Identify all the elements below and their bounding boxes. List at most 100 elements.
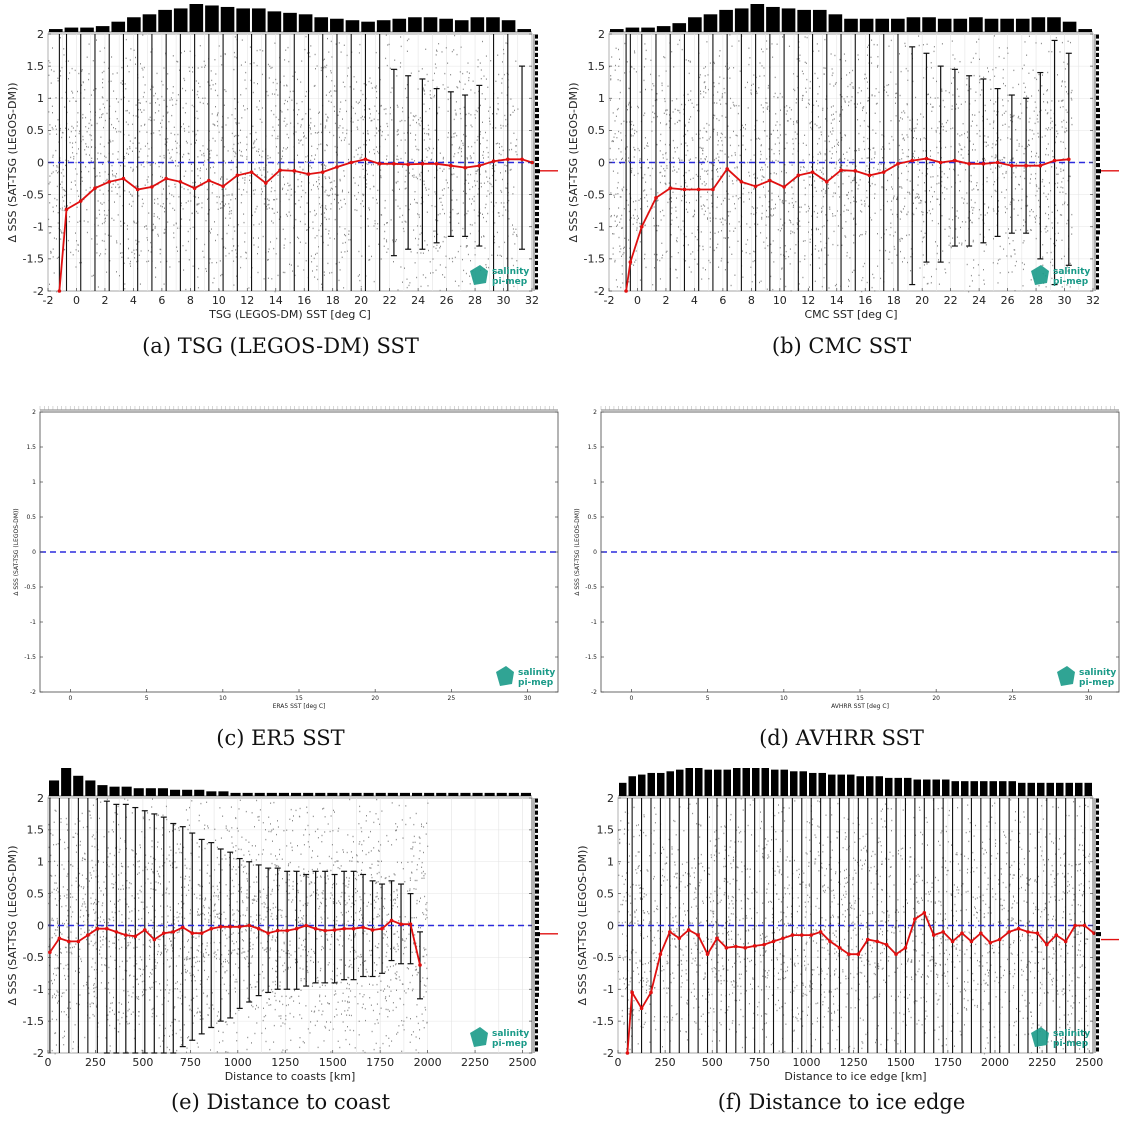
chart1-ytick-label: 2 — [598, 28, 605, 41]
chart1-hist-bar — [656, 26, 671, 32]
chart4-mean-point — [124, 933, 128, 937]
chart4-hist-bar — [412, 792, 423, 796]
chart4-mean-point — [256, 926, 261, 931]
chart0-xtick-label: 18 — [326, 294, 340, 307]
chart5-right-hist-bar — [1096, 992, 1100, 997]
chart5-right-hist-bar — [1096, 871, 1100, 876]
chart4-mean-point — [237, 924, 242, 929]
chart5-xtick-label: 500 — [702, 1056, 723, 1069]
chart5-mean-point — [988, 940, 993, 945]
chart0-xtick-label: 4 — [130, 294, 137, 307]
chart1-right-hist-bar — [1096, 224, 1100, 229]
chart4-hist-bar — [436, 792, 447, 796]
chart3-xtick-label: 0 — [630, 695, 634, 702]
chart4-right-hist-bar — [535, 804, 538, 809]
chart2-watermark-text-2: pi-mep — [518, 678, 554, 688]
chart1-ylabel: Δ SSS (SAT-TSG (LEGOS-DM)) — [567, 82, 580, 242]
chart5-hist-bar — [628, 776, 636, 796]
chart5-xtick-label: 1250 — [840, 1056, 868, 1069]
chart0-xlabel: TSG (LEGOS-DM) SST [deg C] — [208, 308, 371, 321]
chart4-mean-point — [48, 950, 52, 955]
chart0-mean-point — [335, 165, 339, 169]
chart5-mean-point — [630, 990, 634, 995]
chart4-xtick-label: 2000 — [414, 1056, 442, 1069]
chart4-scatter-points — [48, 798, 429, 1055]
chart1-xtick-label: 6 — [719, 294, 726, 307]
chart5-right-hist-bar — [1096, 1047, 1099, 1052]
chart1-mean-point — [910, 158, 915, 163]
chart1-error-bar — [951, 68, 958, 247]
chart5-hist-bar — [1056, 782, 1064, 796]
chart4-xlabel: Distance to coasts [km] — [225, 1070, 356, 1083]
chart0-hist-bar — [470, 17, 485, 32]
chart4-mean-point — [332, 928, 337, 932]
chart0-mean-point — [64, 207, 69, 212]
chart1-mean-point — [768, 178, 772, 183]
chart1-mean-point — [654, 196, 658, 200]
chart0-right-hist-bar — [535, 114, 539, 119]
chart0-mean-point — [506, 157, 510, 162]
chart5-mean-point — [903, 946, 908, 950]
chart4-hist-bar — [218, 791, 229, 796]
chart0-mean-point — [363, 157, 368, 162]
chart5-hist-bar — [923, 779, 931, 796]
chart5-mean-point — [950, 939, 955, 944]
chart0-hist-bar — [236, 8, 250, 32]
chart3-ytick-label: 2 — [593, 409, 597, 416]
chart4-ytick-label: 2 — [37, 792, 44, 805]
chart1-right-hist-bar — [1096, 193, 1100, 198]
chart4-right-hist-bar — [535, 1035, 538, 1040]
chart0-right-hist-bar — [535, 193, 539, 198]
chart5-hist-bar — [723, 769, 731, 796]
chart0-right-hist-bar — [535, 224, 539, 229]
chart5-hist-bar — [790, 771, 798, 796]
chart4-error-bar — [341, 870, 348, 981]
chart0-hist-bar — [205, 5, 219, 32]
chart4-hist-bar — [339, 792, 350, 796]
chart5-right-hist-bar — [1096, 974, 1100, 979]
chart1-scatter-points — [609, 34, 1073, 293]
chart5-right-hist-bar — [1096, 907, 1100, 912]
chart0-hist-bar — [361, 21, 375, 32]
chart1-mean-point — [867, 173, 872, 178]
chart5-right-hist-bar — [1096, 986, 1100, 991]
chart1-error-bar — [980, 78, 987, 244]
chart5-hist-bar — [714, 769, 722, 796]
chart4-mean-point — [209, 926, 214, 931]
chart4-error-bar — [407, 893, 414, 965]
chart4-error-bar — [132, 806, 139, 1054]
chart0-mean-point — [392, 161, 396, 166]
chart5-hist-bar — [970, 781, 978, 796]
chart5-hist-bar — [771, 769, 779, 796]
chart4-right-hist-bar — [535, 932, 540, 937]
chart5-right-hist-bar — [1096, 998, 1099, 1003]
chart5-mean-point — [941, 930, 945, 934]
chart4-right-hist-bar — [535, 834, 538, 839]
chart5-right-hist-bar — [1096, 859, 1099, 864]
chart0-mean-point — [477, 163, 482, 168]
chart5-mean-point — [771, 939, 776, 944]
chart4-right-hist-bar — [535, 992, 539, 997]
chart4-ytick-label: -2 — [33, 1047, 44, 1060]
chart5-right-hist-bar — [1096, 895, 1100, 900]
chart0-hist-bar — [439, 18, 453, 32]
chart3-watermark-text-2: pi-mep — [1079, 678, 1115, 688]
chart5-hist-bar — [1075, 782, 1083, 796]
chart4-mean-point — [361, 925, 365, 930]
chart2-ytick-label: 0 — [32, 549, 36, 556]
chart0-right-hist-bar — [535, 211, 539, 217]
chart0-xtick-label: 16 — [297, 294, 311, 307]
chart5-mean-point — [809, 933, 814, 937]
chart3-xtick-label: 25 — [1009, 695, 1017, 702]
chart5-hist-bar — [847, 774, 855, 796]
chart5-right-hist-bar — [1096, 810, 1099, 815]
chart0-xtick-label: 12 — [240, 294, 254, 307]
chart1-hist-bar — [797, 9, 811, 32]
chart4-right-hist-bar — [535, 895, 539, 900]
chart1-hist-bar — [610, 29, 624, 32]
chart4-hist-bar — [145, 788, 156, 796]
chart0-mean-point — [221, 184, 225, 189]
chart4-right-hist-bar — [535, 847, 538, 852]
chart1-right-hist-bar — [1096, 46, 1099, 51]
